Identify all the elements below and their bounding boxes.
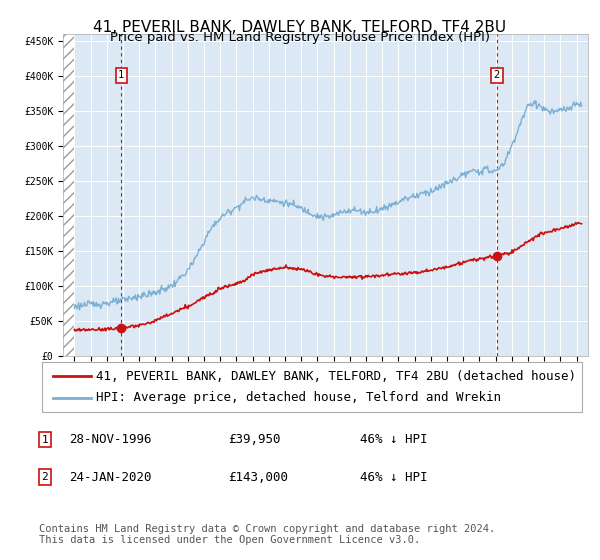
Text: £143,000: £143,000 [228,470,288,484]
Text: 41, PEVERIL BANK, DAWLEY BANK, TELFORD, TF4 2BU: 41, PEVERIL BANK, DAWLEY BANK, TELFORD, … [94,20,506,35]
Text: 28-NOV-1996: 28-NOV-1996 [69,433,151,446]
Text: 1: 1 [41,435,49,445]
Bar [63,34,74,356]
Text: Contains HM Land Registry data © Crown copyright and database right 2024.
This d: Contains HM Land Registry data © Crown c… [39,524,495,545]
Text: 2: 2 [41,472,49,482]
Text: 24-JAN-2020: 24-JAN-2020 [69,470,151,484]
Text: 46% ↓ HPI: 46% ↓ HPI [360,433,427,446]
FancyBboxPatch shape [42,362,582,412]
Text: £39,950: £39,950 [228,433,281,446]
Text: Price paid vs. HM Land Registry's House Price Index (HPI): Price paid vs. HM Land Registry's House … [110,31,490,44]
Text: HPI: Average price, detached house, Telford and Wrekin: HPI: Average price, detached house, Telf… [96,391,501,404]
Text: 1: 1 [118,71,124,81]
Text: 41, PEVERIL BANK, DAWLEY BANK, TELFORD, TF4 2BU (detached house): 41, PEVERIL BANK, DAWLEY BANK, TELFORD, … [96,370,576,382]
Text: 2: 2 [494,71,500,81]
Text: 46% ↓ HPI: 46% ↓ HPI [360,470,427,484]
